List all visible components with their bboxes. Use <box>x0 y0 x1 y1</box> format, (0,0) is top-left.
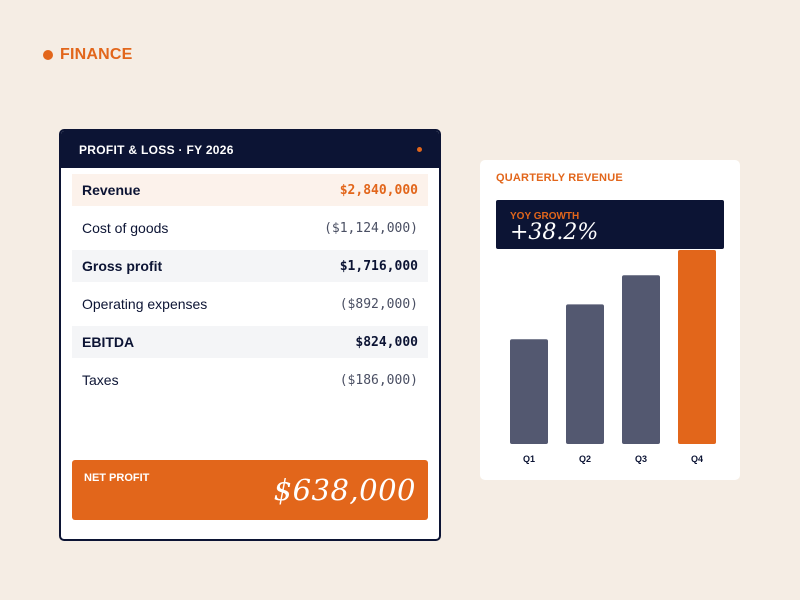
row-value: $824,000 <box>355 334 418 350</box>
yoy-growth-box: YOY GROWTH +38.2% <box>496 200 724 249</box>
row-value: ($1,124,000) <box>324 220 418 236</box>
row-label: Operating expenses <box>82 296 208 312</box>
section-header: FINANCE <box>43 46 133 64</box>
bar-q3 <box>622 275 660 444</box>
row-label: Gross profit <box>82 258 163 274</box>
row-value: ($892,000) <box>339 296 418 312</box>
row-ebitda: EBITDA $824,000 <box>72 326 428 358</box>
row-revenue: Revenue $2,840,000 <box>72 174 428 206</box>
profit-loss-card: PROFIT & LOSS · FY 2026 Revenue $2,840,0… <box>59 129 441 541</box>
row-operating-expenses: Operating expenses ($892,000) <box>72 288 428 320</box>
profit-loss-title: PROFIT & LOSS · FY 2026 <box>79 142 234 157</box>
section-title: FINANCE <box>60 46 133 63</box>
row-cost-of-goods: Cost of goods ($1,124,000) <box>72 212 428 244</box>
row-label: Taxes <box>82 372 119 388</box>
bar-q2 <box>566 304 604 444</box>
header-dot-icon <box>417 147 422 152</box>
row-label: EBITDA <box>82 334 135 350</box>
tick-label-q3: Q3 <box>635 454 647 464</box>
tick-label-q2: Q2 <box>579 454 591 464</box>
quarterly-revenue-title: QUARTERLY REVENUE <box>496 172 623 184</box>
section-dot <box>43 50 53 60</box>
tick-label-q1: Q1 <box>523 454 535 464</box>
row-label: Cost of goods <box>82 220 169 236</box>
bar-q4 <box>678 250 716 444</box>
row-value: $1,716,000 <box>339 258 418 274</box>
quarterly-revenue-chart: Q1 Q2 Q3 Q4 <box>510 250 716 464</box>
tick-label-q4: Q4 <box>691 454 703 464</box>
yoy-growth-value: +38.2% <box>510 220 599 245</box>
net-profit-value: $638,000 <box>273 473 416 507</box>
yoy-growth-label: YOY GROWTH <box>510 211 580 222</box>
profit-loss-table: Revenue $2,840,000 Cost of goods ($1,124… <box>72 174 428 402</box>
row-label: Revenue <box>82 182 141 198</box>
row-gross-profit: Gross profit $1,716,000 <box>72 250 428 282</box>
row-value: $2,840,000 <box>339 182 418 198</box>
net-profit-box: NET PROFIT $638,000 <box>72 460 428 520</box>
profit-loss-header: PROFIT & LOSS · FY 2026 <box>61 131 439 168</box>
quarterly-revenue-card: QUARTERLY REVENUE Q1 Q2 Q3 Q4 YOY GROWTH +3… <box>480 160 740 480</box>
row-taxes: Taxes ($186,000) <box>72 364 428 396</box>
row-value: ($186,000) <box>339 372 418 388</box>
net-profit-label: NET PROFIT <box>84 472 150 484</box>
bar-q1 <box>510 339 548 444</box>
